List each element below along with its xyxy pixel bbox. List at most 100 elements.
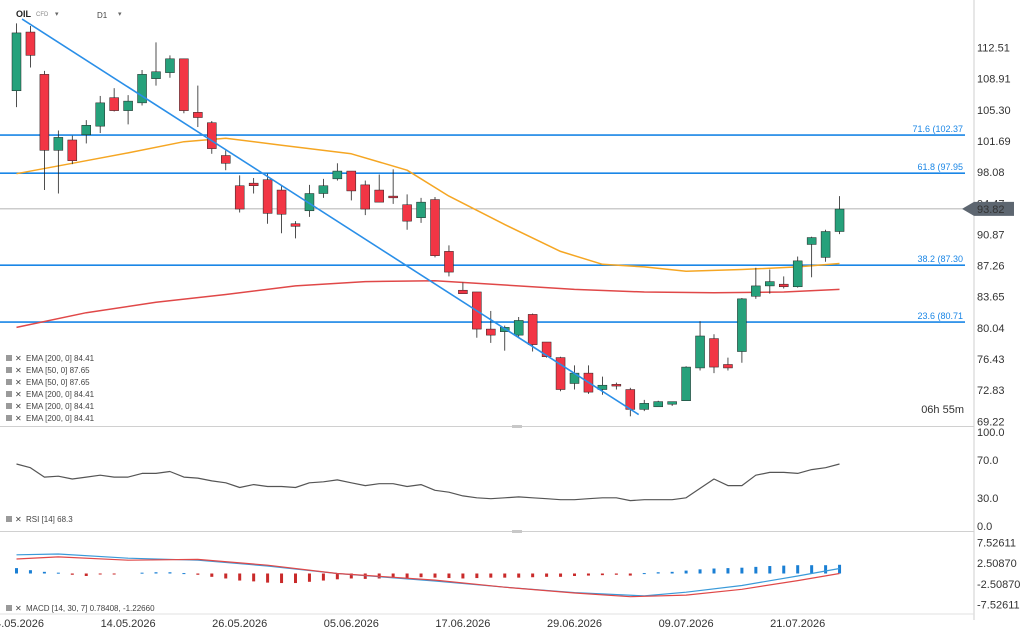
legend-settings-icon[interactable] xyxy=(6,516,12,522)
legend-settings-icon[interactable] xyxy=(6,355,12,361)
price-tick-label: 108.91 xyxy=(977,74,1011,86)
macd-histogram-bar xyxy=(768,566,772,574)
candle-body[interactable] xyxy=(792,260,803,288)
candle-body[interactable] xyxy=(179,58,189,111)
candle-body[interactable] xyxy=(290,223,301,227)
panel-resize-handle[interactable] xyxy=(512,425,522,428)
candle-body[interactable] xyxy=(234,185,245,210)
candle-body[interactable] xyxy=(820,231,831,258)
candle-body[interactable] xyxy=(402,204,412,222)
candle-body[interactable] xyxy=(737,298,747,352)
candle-body[interactable] xyxy=(81,125,91,136)
macd-histogram-bar xyxy=(824,565,828,574)
candle-body[interactable] xyxy=(165,58,175,73)
candle-body[interactable] xyxy=(304,193,315,212)
candle-body[interactable] xyxy=(318,185,329,194)
candle-body[interactable] xyxy=(276,189,287,215)
candle-body[interactable] xyxy=(486,328,496,336)
rsi-tick-label: 100.0 xyxy=(977,427,1005,439)
candle-body[interactable] xyxy=(639,403,649,410)
candle-body[interactable] xyxy=(360,184,370,210)
candle-body[interactable] xyxy=(751,285,761,297)
legend-settings-icon[interactable] xyxy=(6,379,12,385)
macd-tick-label: 7.52611 xyxy=(977,537,1016,549)
panel-resize-handle[interactable] xyxy=(512,530,522,533)
candle-body[interactable] xyxy=(374,189,384,203)
indicator-legend: EMA [50, 0] 87.65 xyxy=(26,378,90,387)
macd-histogram-bar xyxy=(684,570,688,574)
fib-level-label: 71.6 (102.37 xyxy=(912,124,963,134)
macd-histogram-bar xyxy=(740,567,744,574)
legend-settings-icon[interactable] xyxy=(6,367,12,373)
date-tick-label: 21.07.2026 xyxy=(770,618,825,630)
candle-body[interactable] xyxy=(193,112,203,118)
candle-body[interactable] xyxy=(667,401,677,405)
candle-body[interactable] xyxy=(597,384,608,390)
candle-body[interactable] xyxy=(346,170,357,192)
candle-body[interactable] xyxy=(95,102,105,127)
candle-body[interactable] xyxy=(11,32,22,92)
legend-close-icon: ✕ xyxy=(15,414,22,423)
price-tick-label: 105.30 xyxy=(977,105,1011,117)
timeframe-dropdown-icon[interactable]: ▾ xyxy=(118,11,122,18)
candle-body[interactable] xyxy=(123,100,133,111)
legend-settings-icon[interactable] xyxy=(6,391,12,397)
timeframe-label[interactable]: D1 xyxy=(97,11,108,20)
macd-histogram-bar xyxy=(238,573,242,581)
macd-signal-line xyxy=(16,556,840,598)
candle-body[interactable] xyxy=(779,283,789,288)
macd-tick-label: -2.50870 xyxy=(977,579,1020,591)
legend-settings-icon[interactable] xyxy=(6,415,12,421)
candle-body[interactable] xyxy=(430,199,440,256)
date-tick-label: 17.06.2026 xyxy=(435,618,490,630)
candle-body[interactable] xyxy=(262,179,273,214)
candle-body[interactable] xyxy=(67,139,78,161)
candle-body[interactable] xyxy=(834,208,845,232)
candle-body[interactable] xyxy=(458,289,468,294)
candle-body[interactable] xyxy=(39,74,50,151)
candle-body[interactable] xyxy=(723,364,733,369)
candle-body[interactable] xyxy=(709,338,719,368)
candle-body[interactable] xyxy=(151,71,161,79)
date-tick-label: 29.06.2026 xyxy=(547,618,602,630)
ema50-line xyxy=(16,137,840,272)
macd-legend: MACD [14, 30, 7] 0.78408, -1.22660 xyxy=(26,604,155,613)
candle-body[interactable] xyxy=(611,384,622,387)
candle-body[interactable] xyxy=(416,201,426,218)
candle-body[interactable] xyxy=(137,74,147,104)
symbol-dropdown-icon[interactable]: ▾ xyxy=(55,11,59,18)
candle-body[interactable] xyxy=(695,335,705,369)
candle-body[interactable] xyxy=(109,97,119,111)
legend-settings-icon[interactable] xyxy=(6,605,12,611)
candle-body[interactable] xyxy=(555,357,566,390)
current-price-label: 93.82 xyxy=(977,204,1005,216)
trendline[interactable] xyxy=(21,18,640,416)
candle-body[interactable] xyxy=(681,366,691,401)
candle-body[interactable] xyxy=(653,401,663,408)
candle-body[interactable] xyxy=(806,237,817,245)
legend-settings-icon[interactable] xyxy=(6,403,12,409)
candle-body[interactable] xyxy=(541,341,552,357)
candle-body[interactable] xyxy=(332,170,343,180)
macd-histogram-bar xyxy=(252,573,256,582)
candle-body[interactable] xyxy=(248,182,259,186)
symbol-label[interactable]: OIL xyxy=(16,9,31,19)
macd-histogram-bar xyxy=(754,566,758,574)
candle-body[interactable] xyxy=(444,251,454,273)
instrument-type-label: CFD xyxy=(36,12,49,18)
candle-body[interactable] xyxy=(527,314,538,345)
legend-close-icon: ✕ xyxy=(15,390,22,399)
macd-histogram-bar xyxy=(42,571,46,574)
candle-body[interactable] xyxy=(53,137,64,151)
date-tick-label: 14.05.2026 xyxy=(101,618,156,630)
candle-body[interactable] xyxy=(765,281,775,287)
candle-body[interactable] xyxy=(207,122,217,149)
candle-body[interactable] xyxy=(221,155,231,164)
macd-histogram-bar xyxy=(796,565,800,574)
candle-body[interactable] xyxy=(25,31,36,56)
macd-histogram-bar xyxy=(698,569,702,574)
ema200-line xyxy=(16,279,840,329)
candle-body[interactable] xyxy=(513,320,524,336)
candle-body[interactable] xyxy=(388,195,398,199)
